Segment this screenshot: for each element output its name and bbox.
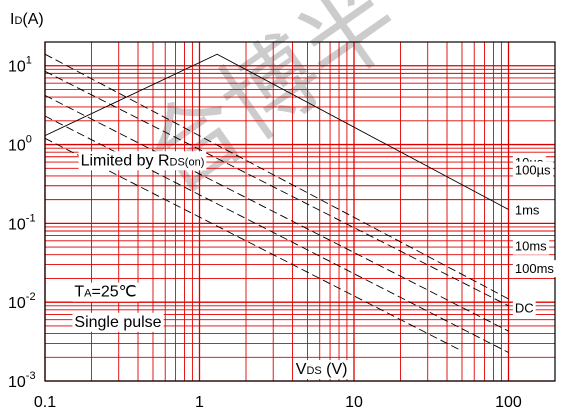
curve-label-100s-bg	[512, 161, 554, 179]
series-line-1ms	[44, 70, 509, 307]
y-axis-label-bg	[8, 10, 46, 29]
x-tick-label: 0.1	[34, 394, 56, 411]
plot-frame	[44, 41, 556, 382]
curve-label-10ms-group: 10ms	[512, 237, 550, 255]
annotation-0-group: Limited by RDS(on)	[78, 151, 207, 171]
y-tick-label: 10-2	[8, 291, 36, 312]
y-tick-label: 10-3	[8, 370, 36, 391]
series-line-dc	[44, 137, 463, 352]
plot-border	[44, 41, 556, 382]
curve-labels: 10µs100µs1ms10ms100msDC	[512, 154, 557, 317]
x-tick-label: 100	[495, 394, 522, 411]
curve-label-100s-group: 100µs	[512, 161, 554, 179]
y-axis-label: ID(A)	[10, 11, 44, 28]
tick-labels: 0.1 1 10 100 101 100 10-1 10-2 10-3	[8, 55, 522, 411]
annotations: Limited by RDS(on) TA=25℃ Single pulse	[72, 151, 207, 332]
annotation-1-bg	[72, 282, 139, 302]
series-line-10s	[44, 53, 509, 210]
annotation-1: TA=25℃	[74, 284, 136, 301]
series-line-10ms	[44, 94, 509, 332]
grid	[44, 41, 556, 382]
series-lines	[44, 53, 509, 353]
annotation-2-bg	[72, 312, 164, 332]
y-tick-label: 10-1	[8, 212, 36, 233]
x-axis-label-bg	[293, 360, 350, 379]
x-axis-label-group: VDS (V)	[293, 360, 350, 379]
watermark-text: 合博半	[123, 0, 420, 216]
curve-label-dc-group: DC	[512, 299, 536, 317]
annotation-2-group: Single pulse	[72, 312, 164, 332]
annotation-0-bg	[78, 151, 207, 171]
curve-label-dc: DC	[515, 301, 534, 316]
x-tick-label: 1	[195, 394, 204, 411]
y-tick-label: 100	[8, 134, 32, 155]
x-tick-label: 10	[345, 394, 363, 411]
axis-labels: ID(A) VDS (V)	[8, 10, 350, 379]
curve-label-100ms-group: 100ms	[512, 260, 557, 278]
annotation-1-group: TA=25℃	[72, 282, 139, 302]
y-tick-label: 101	[8, 55, 32, 76]
curve-label-10ms: 10ms	[515, 239, 547, 254]
annotation-2: Single pulse	[74, 314, 161, 331]
series-line-100s	[44, 53, 509, 300]
curve-label-dc-bg	[512, 299, 536, 317]
annotation-0: Limited by RDS(on)	[81, 152, 205, 169]
curve-label-1ms-bg	[512, 201, 542, 219]
curve-label-10ms-bg	[512, 237, 550, 255]
curve-label-1ms: 1ms	[515, 202, 540, 217]
curve-label-1ms-group: 1ms	[512, 201, 542, 219]
curve-label-100ms: 100ms	[515, 261, 555, 276]
curve-label-100s: 100µs	[515, 163, 551, 178]
x-axis-label: VDS (V)	[296, 361, 348, 378]
curve-label-100ms-bg	[512, 260, 557, 278]
y-axis-label-group: ID(A)	[8, 10, 46, 29]
watermark: 合博半	[123, 0, 420, 216]
